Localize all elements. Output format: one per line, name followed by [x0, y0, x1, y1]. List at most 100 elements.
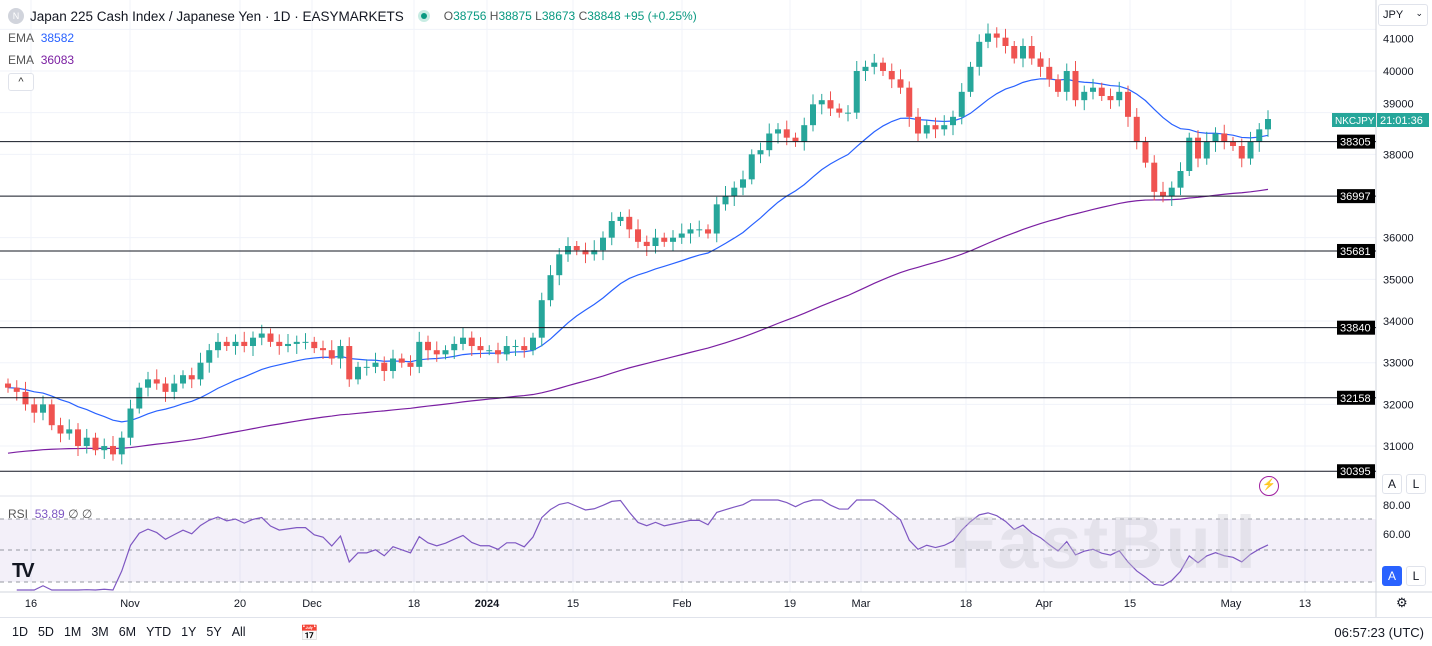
candle [608, 221, 615, 238]
candle [1098, 87, 1105, 97]
price-tick: 40000 [1383, 66, 1414, 78]
candle [267, 333, 274, 342]
price-tick: 33000 [1383, 358, 1414, 370]
candle [1195, 137, 1201, 159]
candle [495, 350, 501, 355]
candle [958, 91, 965, 117]
candle [1238, 146, 1245, 159]
candle [635, 229, 641, 242]
candle [363, 366, 370, 368]
level-label: 32158 [1340, 393, 1371, 405]
lightning-icon[interactable]: ⚡ [1259, 476, 1279, 496]
candle [197, 362, 204, 380]
time-tick: 20 [234, 598, 246, 610]
range-ytd[interactable]: YTD [146, 625, 172, 639]
candle [1081, 91, 1088, 101]
chart-canvas[interactable]: 38305 36997 35681 33840 32158 30395 41000 40000… [0, 0, 1432, 617]
candle [337, 346, 344, 359]
range-1y[interactable]: 1Y [181, 625, 197, 639]
candle [433, 350, 440, 355]
range-1d[interactable]: 1D [12, 625, 28, 639]
ohlc-values: O38756 H38875 L38673 C38848 +95 (+0.25%) [443, 9, 697, 23]
candle [906, 87, 913, 117]
symbol-logo: N [8, 8, 24, 24]
candle [801, 125, 808, 142]
level-label: 30395 [1340, 466, 1371, 478]
candle [862, 66, 869, 71]
candle [407, 362, 414, 367]
candle [311, 341, 318, 349]
price-tick: 31000 [1383, 441, 1414, 453]
candle [600, 237, 606, 251]
range-bar: 1D 5D 1M 3M 6M YTD 1Y 5Y All [0, 617, 1432, 646]
candle [110, 446, 116, 455]
candle [915, 116, 921, 134]
rsi-auto-scale-button[interactable]: A [1382, 566, 1402, 586]
chevron-down-icon: ⌄ [1415, 8, 1423, 18]
candle [538, 300, 545, 338]
range-all[interactable]: All [231, 625, 246, 639]
range-5d[interactable]: 5D [37, 625, 54, 639]
range-6m[interactable]: 6M [118, 625, 137, 639]
candle [1265, 119, 1271, 130]
candle [757, 150, 764, 155]
calendar-icon[interactable]: 📅 [300, 625, 319, 642]
rsi-line [16, 499, 1269, 591]
candle [477, 346, 484, 351]
symbol-label-bg [1332, 113, 1376, 127]
candle [1090, 87, 1096, 92]
level-label: 38305 [1340, 137, 1371, 149]
candle [1203, 141, 1210, 159]
candle [941, 125, 948, 130]
symbol-title[interactable]: Japan 225 Cash Index / Japanese Yen · 1D… [30, 8, 404, 24]
candle [783, 129, 790, 138]
settings-icon[interactable]: ⚙ [1396, 595, 1408, 610]
candle [705, 229, 711, 234]
candle [1221, 133, 1228, 142]
candle [521, 346, 528, 351]
collapse-legend-button[interactable]: ^ [8, 73, 34, 91]
candle [556, 254, 563, 276]
candle [127, 408, 134, 438]
candle [530, 337, 536, 351]
auto-scale-button[interactable]: A [1382, 474, 1402, 494]
candle [775, 129, 781, 134]
currency-select[interactable]: JPY ⌄ [1378, 4, 1428, 26]
candle [451, 343, 458, 351]
level-label: 33840 [1340, 323, 1371, 335]
candle [153, 379, 160, 384]
candle [390, 358, 396, 372]
time-tick: 13 [1299, 598, 1311, 610]
watermark: FastBull [950, 501, 1258, 584]
candle [57, 425, 64, 434]
range-1m[interactable]: 1M [63, 625, 82, 639]
ema-slow-legend[interactable]: EMA 36083 [8, 53, 75, 67]
candle [950, 116, 956, 126]
candle [1168, 187, 1175, 197]
rsi-log-scale-button[interactable]: L [1406, 566, 1426, 586]
price-tick: 32000 [1383, 399, 1414, 411]
candle [565, 246, 571, 255]
range-5y[interactable]: 5Y [206, 625, 222, 639]
candle [250, 337, 256, 347]
time-tick: 16 [25, 598, 37, 610]
range-3m[interactable]: 3M [91, 625, 109, 639]
level-label: 35681 [1340, 246, 1371, 258]
candle [818, 100, 825, 105]
candle [967, 66, 974, 92]
candle [923, 125, 930, 134]
chart-title: N Japan 225 Cash Index / Japanese Yen · … [8, 8, 697, 24]
candle [442, 350, 449, 355]
candle [1107, 96, 1114, 101]
candle [460, 337, 466, 344]
candle [696, 229, 703, 231]
candle [678, 233, 685, 238]
level-label-bg [1337, 390, 1375, 405]
candle [827, 100, 834, 109]
candle [1063, 71, 1070, 92]
ema-fast-legend[interactable]: EMA 38582 [8, 31, 75, 45]
candle [1151, 162, 1158, 192]
candle [40, 404, 46, 413]
rsi-legend[interactable]: RSI 53.89 ∅ ∅ [8, 507, 93, 521]
log-scale-button[interactable]: L [1406, 474, 1426, 494]
